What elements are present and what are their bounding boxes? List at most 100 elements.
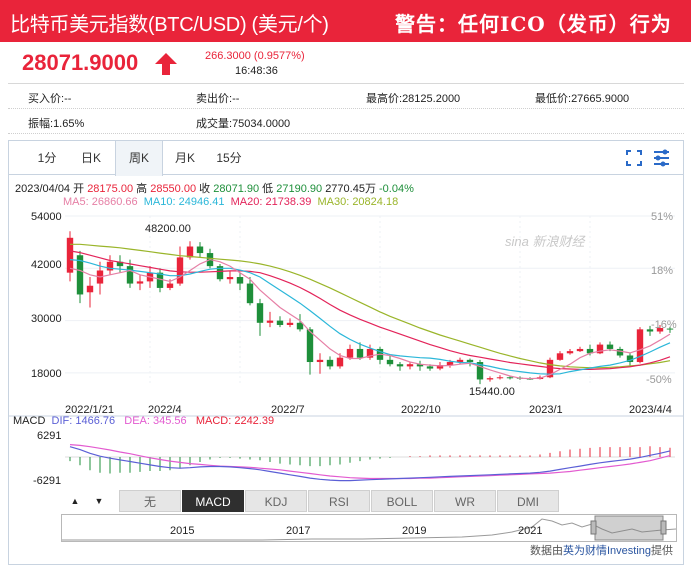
dea-line xyxy=(69,444,671,480)
dif-label: DIF: 1466.76 xyxy=(51,415,116,427)
range-handle-left[interactable] xyxy=(590,520,597,535)
chart-panel: 1分 日K 周K 月K 15分 2023/04/04 开 28175.00 高 … xyxy=(8,140,684,565)
y-tick-label: 18000 xyxy=(31,368,62,380)
candle-body xyxy=(406,364,414,367)
y-tick-label: 42000 xyxy=(31,259,62,271)
candle-body xyxy=(326,359,334,367)
tab-15min[interactable]: 15分 xyxy=(216,151,242,165)
y-tick-label: 54000 xyxy=(31,211,62,223)
candle-body xyxy=(476,362,484,380)
candle-body xyxy=(246,283,254,304)
dea-label: DEA: 345.56 xyxy=(124,415,187,427)
macd-tick-label: 6291 xyxy=(37,430,62,442)
macd-name: MACD xyxy=(13,415,46,427)
macd-value-label: MACD: 2242.39 xyxy=(195,415,275,427)
candle-body xyxy=(566,351,574,354)
tab-monthly[interactable]: 月K xyxy=(174,151,195,165)
candle-body xyxy=(186,246,194,258)
volume-stat: 成交量:75034.0000 xyxy=(196,115,290,131)
candle-body xyxy=(336,357,344,367)
pct-tick-label: 18% xyxy=(651,265,674,277)
candle-body xyxy=(286,322,294,325)
bid-stat: 买入价:-- xyxy=(28,90,71,106)
ma5-line xyxy=(69,258,671,380)
candle-body xyxy=(396,364,404,367)
stats-row: 买入价:-- 卖出价:-- 最高价:28125.2000 最低价:27665.9… xyxy=(8,84,684,109)
low-stat: 最低价:27665.9000 xyxy=(535,90,629,106)
fullscreen-icon[interactable] xyxy=(626,150,642,166)
candle-body xyxy=(136,281,144,284)
range-handle-right[interactable] xyxy=(660,520,667,535)
volume-value: 75034.0000 xyxy=(232,118,291,130)
candle-body xyxy=(296,322,304,330)
candle-body xyxy=(646,329,654,332)
indicator-macd[interactable]: MACD xyxy=(182,490,244,512)
candle-body xyxy=(576,348,584,352)
candle-body xyxy=(106,261,114,271)
candle-body xyxy=(386,359,394,365)
ask-stat: 卖出价:-- xyxy=(196,90,239,106)
candlestick-chart[interactable] xyxy=(9,211,683,486)
tab-weekly[interactable]: 周K xyxy=(115,141,163,176)
warning-banner: 警告：任何ICO（发币）行为 xyxy=(395,12,672,36)
candle-body xyxy=(116,261,124,267)
indicator-none[interactable]: 无 xyxy=(119,490,181,512)
low-value: 27665.9000 xyxy=(571,93,630,105)
indicator-wr[interactable]: WR xyxy=(434,490,496,512)
candle-body xyxy=(496,377,504,379)
settings-icon[interactable] xyxy=(654,149,669,167)
ma20-label: MA20: 21738.39 xyxy=(230,196,312,208)
candle-body xyxy=(456,359,464,363)
candle-body xyxy=(656,328,664,332)
candle-body xyxy=(616,348,624,356)
attribution-provider[interactable]: 英为财情Investing xyxy=(562,545,651,557)
indicator-dmi[interactable]: DMI xyxy=(497,490,559,512)
ma5-label: MA5: 26860.66 xyxy=(63,196,138,208)
candle-body xyxy=(626,355,634,363)
candle-body xyxy=(196,246,204,254)
x-tick-label: 2022/10 xyxy=(401,404,441,416)
macd-legend: MACD DIF: 1466.76 DEA: 345.56 MACD: 2242… xyxy=(13,415,274,427)
scroll-down-button[interactable]: ▼ xyxy=(94,496,104,506)
candle-body xyxy=(216,266,224,280)
high-value: 28125.2000 xyxy=(402,93,461,105)
bid-value: -- xyxy=(64,93,72,105)
volume-readout: 2770.45万 xyxy=(325,183,376,195)
ask-value: -- xyxy=(232,93,240,105)
candle-body xyxy=(596,344,604,354)
close-label: 收 xyxy=(199,183,211,195)
amplitude-value: 1.65% xyxy=(53,118,85,130)
indicator-tabs: 无 MACD KDJ RSI BOLL WR DMI xyxy=(61,490,683,512)
ma30-label: MA30: 20824.18 xyxy=(317,196,399,208)
stats-row: 振幅:1.65% 成交量:75034.0000 xyxy=(8,109,684,134)
low-value: 27190.90 xyxy=(276,183,323,195)
candle-body xyxy=(446,362,454,366)
tab-1min[interactable]: 1分 xyxy=(37,151,57,165)
pct-tick-label: -16% xyxy=(651,319,677,331)
candle-body xyxy=(166,283,174,288)
dif-line xyxy=(69,446,671,482)
y-tick-label: 30000 xyxy=(31,313,62,325)
x-tick-label: 2022/1/21 xyxy=(65,404,114,416)
indicator-rsi[interactable]: RSI xyxy=(308,490,370,512)
candle-body xyxy=(306,329,314,363)
volume-label: 成交量: xyxy=(196,118,233,130)
pct-tick-label: 51% xyxy=(651,211,674,223)
pct-tick-label: -50% xyxy=(646,374,672,386)
scroll-up-button[interactable]: ▲ xyxy=(70,496,80,506)
high-label: 高 xyxy=(136,183,148,195)
quote-time: 16:48:36 xyxy=(235,65,278,77)
ohlc-readout: 2023/04/04 开 28175.00 高 28550.00 收 28071… xyxy=(15,180,414,196)
open-value: 28175.00 xyxy=(87,183,134,195)
close-value: 28071.90 xyxy=(213,183,260,195)
chart-tools xyxy=(626,149,669,167)
timeline-navigator[interactable]: 2015 2017 2019 2021 xyxy=(61,514,677,542)
bid-label: 买入价: xyxy=(28,93,65,105)
candle-body xyxy=(316,359,324,363)
ohlc-date: 2023/04/04 xyxy=(15,183,71,195)
ma30-line xyxy=(70,243,671,369)
tab-daily[interactable]: 日K xyxy=(80,151,101,165)
indicator-kdj[interactable]: KDJ xyxy=(245,490,307,512)
indicator-boll[interactable]: BOLL xyxy=(371,490,433,512)
timeline-overview xyxy=(62,515,677,541)
